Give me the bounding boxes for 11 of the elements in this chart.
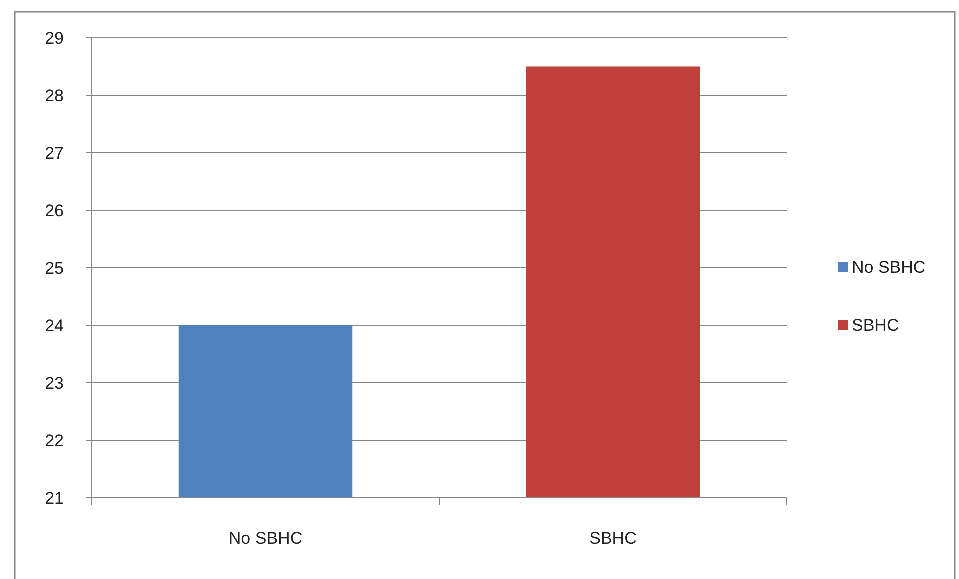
legend-label: No SBHC [852, 258, 926, 277]
y-tick-label: 29 [45, 28, 64, 48]
legend-label: SBHC [852, 316, 900, 335]
y-tick-label: 24 [45, 316, 64, 336]
y-tick-label: 25 [45, 258, 64, 278]
y-tick-label: 28 [45, 86, 64, 106]
y-tick-label: 21 [45, 488, 64, 508]
y-tick-label: 23 [45, 374, 64, 393]
y-tick-label: 22 [45, 431, 64, 450]
y-tick-label: 27 [45, 144, 64, 163]
y-tick-label: 26 [45, 201, 64, 220]
